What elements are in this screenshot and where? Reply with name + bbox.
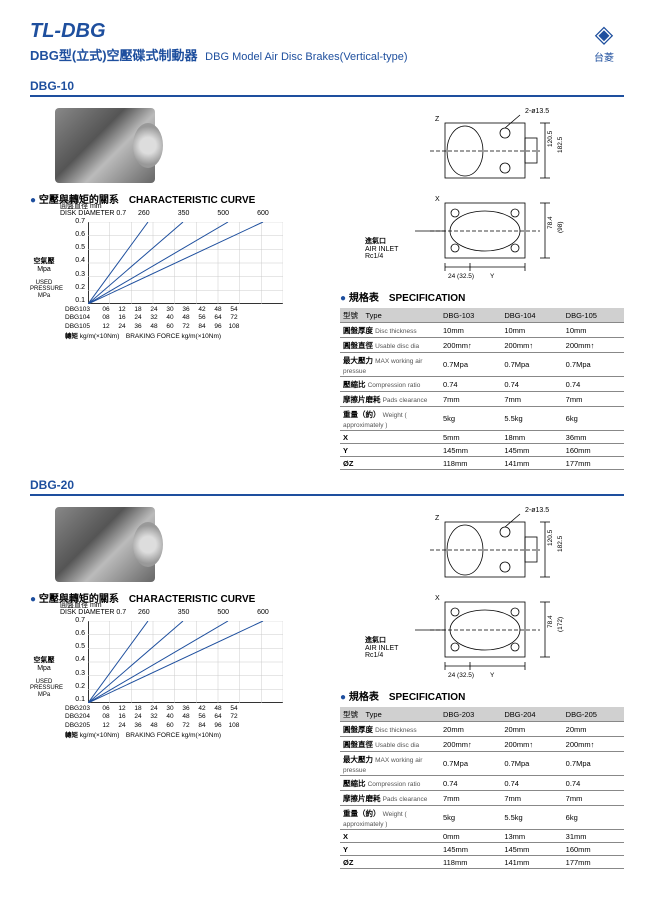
svg-text:24 (32.5): 24 (32.5) [448, 273, 474, 280]
model-section: DBG-20 ● 空壓與轉矩的關系 CHARACTERISTIC CURVE 圓… [30, 478, 624, 869]
svg-text:182.5: 182.5 [557, 136, 564, 153]
product-subtitle: DBG型(立式)空壓碟式制動器 DBG Model Air Disc Brake… [30, 45, 584, 64]
svg-text:Z: Z [435, 116, 440, 123]
product-image [55, 108, 155, 183]
product-code: TL-DBG [30, 20, 584, 43]
spec-title: ● 規格表 SPECIFICATION [340, 688, 624, 703]
page-header: TL-DBG DBG型(立式)空壓碟式制動器 DBG Model Air Dis… [30, 20, 624, 64]
svg-text:2-ø13.5: 2-ø13.5 [525, 507, 549, 514]
svg-text:(172): (172) [557, 617, 564, 632]
svg-text:Z: Z [435, 515, 440, 522]
model-label: DBG-10 [30, 79, 624, 97]
svg-text:Y: Y [490, 672, 495, 679]
model-label: DBG-20 [30, 478, 624, 496]
svg-text:2-ø13.5: 2-ø13.5 [525, 108, 549, 115]
characteristic-chart: 圓盤直徑 mm DISK DIAMETER 0.7 260350500600 空… [30, 210, 300, 330]
product-image [55, 507, 155, 582]
brand-logo: ◈ 台菱 [584, 20, 624, 64]
svg-text:24 (32.5): 24 (32.5) [448, 672, 474, 679]
svg-text:120.5: 120.5 [547, 529, 554, 546]
spec-table: 型號 TypeDBG-103DBG-104DBG-105圓盤厚度 Disc th… [340, 308, 624, 470]
characteristic-chart: 圓盤直徑 mm DISK DIAMETER 0.7 260350500600 空… [30, 609, 300, 729]
logo-text: 台菱 [584, 49, 624, 64]
model-section: DBG-10 ● 空壓與轉矩的關系 CHARACTERISTIC CURVE 圓… [30, 79, 624, 470]
svg-text:(98): (98) [557, 221, 564, 233]
svg-text:78.4: 78.4 [547, 615, 554, 628]
subtitle-en: DBG Model Air Disc Brakes(Vertical-type) [205, 51, 407, 63]
svg-text:78.4: 78.4 [547, 216, 554, 229]
logo-icon: ◈ [584, 20, 624, 49]
subtitle-cn: DBG型(立式)空壓碟式制動器 [30, 48, 198, 63]
svg-text:X: X [435, 196, 440, 203]
air-inlet-label: 進氣口AIR INLETRc1/4 [365, 637, 398, 660]
technical-drawing: 2-ø13.5 Z 120.5 182.5 X [340, 502, 600, 682]
svg-text:Y: Y [490, 273, 495, 280]
air-inlet-label: 進氣口AIR INLETRc1/4 [365, 238, 398, 261]
svg-text:182.5: 182.5 [557, 535, 564, 552]
svg-text:120.5: 120.5 [547, 130, 554, 147]
spec-table: 型號 TypeDBG-203DBG-204DBG-205圓盤厚度 Disc th… [340, 707, 624, 869]
svg-text:X: X [435, 595, 440, 602]
technical-drawing: 2-ø13.5 Z 120.5 182.5 X [340, 103, 600, 283]
spec-title: ● 規格表 SPECIFICATION [340, 289, 624, 304]
